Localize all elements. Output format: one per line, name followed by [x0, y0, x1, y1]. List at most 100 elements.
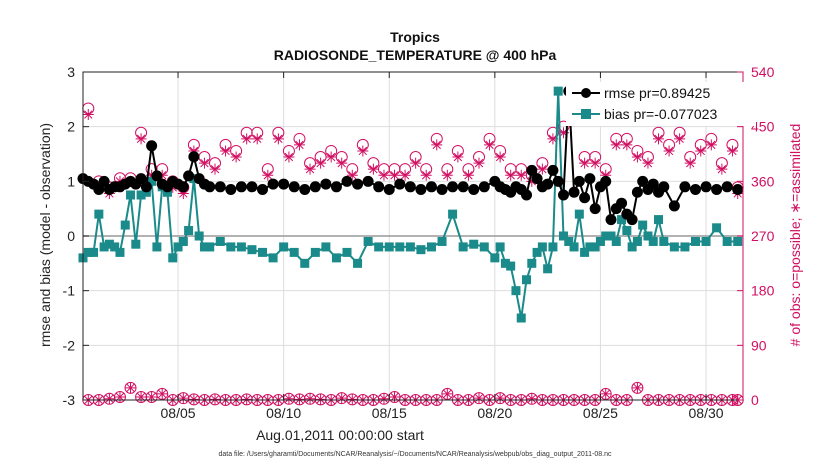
rmse-point [568, 186, 580, 198]
rmse-point [183, 170, 195, 182]
x-axis-label: Aug.01,2011 00:00:00 start [256, 427, 424, 443]
rmse-point [584, 173, 596, 185]
rmse-point [616, 197, 628, 209]
assimilated-obs-point [325, 151, 337, 163]
assimilated-obs-point [378, 169, 390, 181]
assimilated-obs-point [515, 169, 527, 181]
bias-point [659, 236, 669, 246]
rmse-point [436, 184, 448, 196]
assimilated-obs-point [399, 169, 411, 181]
rmse-point [146, 140, 158, 152]
rmse-point [531, 173, 543, 185]
x-tick-label-1: 08/10 [266, 405, 301, 421]
bias-point [469, 239, 479, 249]
assimilated-obs-low-point [135, 391, 147, 403]
assimilated-obs-point [621, 139, 633, 151]
bias-point [690, 236, 700, 246]
y-tick-label-4: 1 [67, 173, 75, 189]
rmse-point [188, 151, 200, 163]
rmse-point [521, 189, 533, 201]
assimilated-obs-low-point [209, 393, 221, 405]
assimilated-obs-point [494, 151, 506, 163]
assimilated-obs-point [536, 163, 548, 175]
bias-point [627, 242, 637, 252]
assimilated-obs-point [262, 169, 274, 181]
rmse-point [526, 164, 538, 176]
rmse-point [721, 181, 733, 193]
assimilated-obs-point [315, 157, 327, 169]
y-tick-label-2: -1 [63, 283, 76, 299]
assimilated-obs-point [230, 151, 242, 163]
bias-point [733, 236, 743, 246]
legend-rmse-label: rmse pr=0.89425 [604, 85, 710, 101]
bias-point [152, 242, 162, 252]
bias-point [643, 231, 653, 241]
bias-point [537, 242, 547, 252]
bias-point [99, 242, 109, 252]
x-tick-label-0: 08/05 [161, 405, 196, 421]
rmse-point [700, 181, 712, 193]
assimilated-obs-point [82, 109, 94, 121]
assimilated-obs-low-point [346, 393, 358, 405]
assimilated-obs-point [610, 139, 622, 151]
assimilated-obs-point [431, 139, 443, 151]
y2-tick-label-4: 360 [751, 173, 775, 189]
bias-point [115, 247, 125, 257]
bias-point [669, 242, 679, 252]
x-tick-label-2: 08/15 [372, 405, 407, 421]
y2-axis-label: # of obs: o=possible; ∗=assimilated [787, 124, 803, 347]
assimilated-obs-point [357, 145, 369, 157]
rmse-point [557, 189, 569, 201]
legend-bias-marker [581, 109, 591, 119]
assimilated-obs-point [589, 157, 601, 169]
bias-point [199, 242, 209, 252]
bias-point [654, 215, 664, 225]
bias-point [722, 236, 732, 246]
bias-point [268, 253, 278, 263]
rmse-point [214, 181, 226, 193]
assimilated-obs-point [220, 145, 232, 157]
assimilated-obs-low-point [389, 391, 401, 403]
assimilated-obs-point [441, 169, 453, 181]
bias-point [226, 242, 236, 252]
bias-point [110, 242, 120, 252]
assimilated-obs-point [251, 133, 263, 145]
rmse-point [447, 181, 459, 193]
bias-point [458, 242, 468, 252]
assimilated-obs-low-point [103, 393, 115, 405]
assimilated-obs-point [272, 133, 284, 145]
bias-point [601, 231, 611, 241]
bias-point [215, 236, 225, 246]
bias-point [331, 253, 341, 263]
assimilated-obs-point [304, 163, 316, 175]
rmse-point [711, 184, 723, 196]
rmse-point [637, 175, 649, 187]
assimilated-obs-low-point [283, 393, 295, 405]
rmse-point [309, 181, 321, 193]
legend-box [566, 82, 756, 126]
assimilated-obs-point [716, 163, 728, 175]
rmse-point [589, 203, 601, 215]
rmse-point [552, 175, 564, 187]
bias-point [564, 236, 574, 246]
assimilated-obs-low-point [293, 393, 305, 405]
assimilated-obs-point [705, 139, 717, 151]
legend-rmse-marker [581, 88, 591, 98]
assimilated-obs-point [631, 151, 643, 163]
assimilated-obs-point [177, 187, 189, 199]
bias-point [258, 247, 268, 257]
bias-point [638, 220, 648, 230]
rmse-point [631, 186, 643, 198]
bias-point [94, 209, 104, 219]
assimilated-obs-point [695, 145, 707, 157]
bias-point [310, 247, 320, 257]
rmse-point [135, 173, 147, 185]
bias-point [126, 190, 136, 200]
bias-point [701, 236, 711, 246]
rmse-point [542, 178, 554, 190]
assimilated-obs-low-point [441, 388, 453, 400]
bias-point [405, 242, 415, 252]
assimilated-obs-low-point [336, 392, 348, 404]
legend-bias-label: bias pr=-0.077023 [604, 106, 717, 122]
assimilated-obs-point [410, 157, 422, 169]
